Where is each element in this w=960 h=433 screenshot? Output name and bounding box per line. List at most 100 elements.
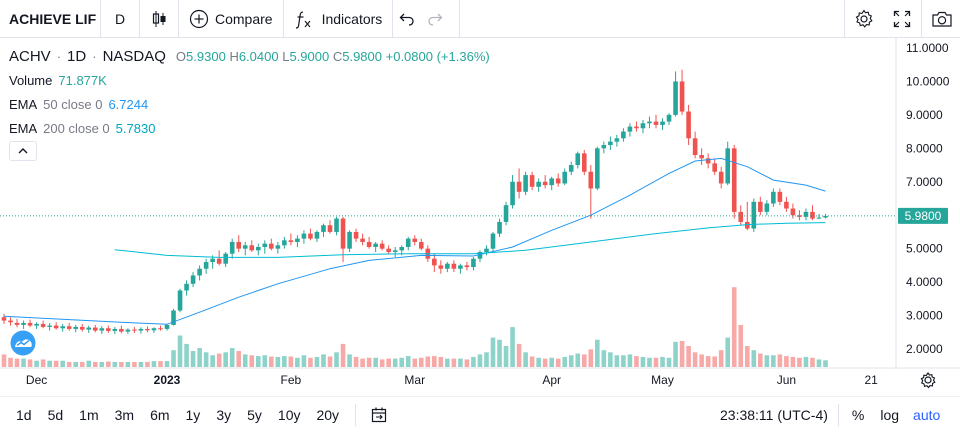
volume-bar	[132, 361, 137, 367]
range-3y-button[interactable]: 3y	[216, 407, 232, 423]
volume-bar	[412, 358, 418, 367]
range-1m-button[interactable]: 1m	[79, 407, 99, 423]
candle-body	[601, 144, 607, 149]
toolbar-divider	[282, 0, 284, 38]
indicators-label: Indicators	[321, 10, 383, 27]
candle-body	[458, 265, 463, 269]
candle-body	[249, 245, 255, 251]
time-tick-label: May	[651, 373, 674, 387]
volume-bar	[86, 360, 92, 367]
time-tick-label: 2023	[154, 373, 181, 387]
range-5d-button[interactable]: 5d	[47, 407, 64, 423]
auto-toggle[interactable]: auto	[913, 407, 941, 423]
candle-body	[158, 328, 163, 330]
legend-ema50-row[interactable]: EMA 50 close 0 6.7244	[9, 92, 490, 116]
volume-bar	[490, 337, 496, 367]
candle-body	[744, 221, 750, 229]
indicators-button[interactable]: Indicators	[284, 0, 393, 38]
chart-style-button[interactable]	[140, 0, 178, 38]
plus-circle-icon	[189, 9, 209, 28]
legend-collapse-button[interactable]	[9, 141, 37, 161]
volume-bar	[184, 343, 189, 367]
symbol-search-button[interactable]: ACHIEVE LIF	[9, 10, 97, 27]
go-to-date-button[interactable]	[356, 397, 396, 433]
settings-button[interactable]	[845, 0, 883, 38]
legend-ema200-row[interactable]: EMA 200 close 0 5.7830	[9, 116, 490, 140]
price-chart-svg[interactable]: 5.9800 11.0000 10.0000 9.0000 8.0000 7.0000 5…	[0, 38, 960, 397]
candle-body	[588, 171, 594, 189]
ema200-params: 200 close 0	[43, 120, 110, 136]
legend-symbol[interactable]: ACHV	[9, 47, 51, 65]
candle-body	[705, 158, 711, 164]
candle-body	[679, 81, 685, 112]
tradingview-logo[interactable]	[10, 330, 36, 356]
candle-body	[595, 148, 600, 189]
volume-bar	[27, 359, 33, 367]
clock[interactable]: 23:38:11 (UTC-4)	[720, 407, 828, 423]
candle-body	[777, 191, 783, 202]
redo-icon	[428, 13, 443, 26]
candle-body	[301, 233, 307, 239]
fullscreen-icon	[893, 10, 911, 28]
time-axis-settings-icon[interactable]	[920, 372, 936, 389]
candle-body	[542, 181, 548, 186]
toolbar-right-group	[844, 0, 960, 38]
volume-bar	[764, 355, 770, 367]
legend-interval: 1D	[67, 47, 87, 65]
toolbar-divider	[921, 0, 922, 38]
ema50-params: 50 close 0	[43, 96, 103, 112]
volume-bar	[203, 352, 209, 367]
volume-bar	[438, 356, 444, 367]
fullscreen-button[interactable]	[883, 0, 921, 38]
range-20y-button[interactable]: 20y	[316, 407, 340, 423]
volume-bar	[464, 359, 470, 367]
candle-body	[725, 148, 731, 184]
candle-body	[738, 211, 744, 222]
toolbar-divider	[837, 404, 839, 426]
volume-bar	[392, 358, 398, 367]
range-3m-button[interactable]: 3m	[114, 407, 135, 423]
range-1d-button[interactable]: 1d	[16, 407, 32, 423]
range-5y-button[interactable]: 5y	[247, 407, 262, 423]
price-tick-label: 8.0000	[906, 141, 943, 155]
volume-bar	[366, 357, 372, 367]
volume-bar	[777, 354, 783, 367]
legend-volume-row[interactable]: Volume 71.877K	[9, 68, 490, 92]
snapshot-button[interactable]	[922, 0, 960, 38]
range-6m-button[interactable]: 6m	[150, 407, 170, 423]
candle-body	[125, 329, 131, 332]
chevron-up-icon	[18, 148, 28, 154]
volume-bar	[53, 360, 59, 367]
range-1y-button[interactable]: 1y	[185, 407, 201, 423]
candle-body	[197, 268, 202, 276]
volume-bar	[223, 352, 228, 367]
candle-body	[203, 262, 209, 269]
candle-body	[627, 126, 633, 132]
candle-body	[666, 114, 672, 122]
volume-bar	[112, 361, 118, 367]
chart-pane[interactable]: 5.9800 11.0000 10.0000 9.0000 8.0000 7.0000 5…	[0, 38, 960, 397]
candle-body	[699, 155, 704, 159]
toolbar-divider	[178, 0, 179, 38]
candle-body	[379, 243, 385, 249]
candle-body	[1, 317, 7, 321]
compare-button[interactable]: Compare	[179, 0, 283, 38]
candle-body	[360, 238, 365, 242]
candle-body	[418, 241, 424, 249]
percent-toggle[interactable]: %	[851, 407, 865, 423]
volume-bar	[327, 356, 333, 367]
volume-bar	[758, 353, 763, 367]
volume-bar	[647, 357, 652, 367]
volume-bar	[373, 357, 378, 367]
ema50-value: 6.7244	[108, 96, 149, 112]
range-10y-button[interactable]: 10y	[277, 407, 301, 423]
log-toggle[interactable]: log	[880, 407, 900, 423]
volume-bar	[568, 355, 574, 367]
candle-body	[614, 138, 620, 142]
undo-button[interactable]	[393, 0, 421, 38]
candle-body	[568, 165, 574, 172]
interval-button[interactable]: D	[114, 10, 126, 27]
volume-bar	[249, 355, 255, 367]
redo-button[interactable]	[421, 0, 449, 38]
